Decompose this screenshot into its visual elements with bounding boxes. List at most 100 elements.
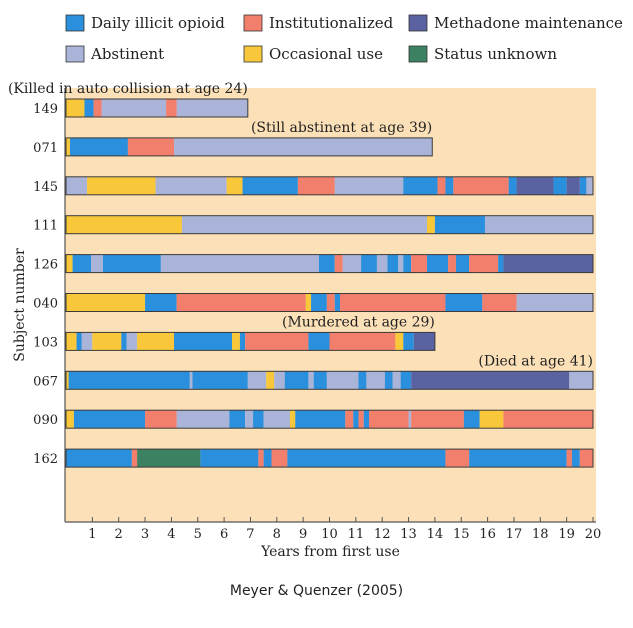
x-tick-label-16: 16 xyxy=(479,527,496,542)
segment-090-11 xyxy=(353,410,359,429)
segment-067-0 xyxy=(66,371,69,390)
legend-swatch-daily-illicit-opioid xyxy=(65,14,85,32)
x-tick-label-2: 2 xyxy=(115,527,123,542)
segment-067-11 xyxy=(358,371,367,390)
x-axis-title: Years from first use xyxy=(260,544,400,560)
x-tick-label-14: 14 xyxy=(427,527,444,542)
segment-126-6 xyxy=(334,254,343,273)
segment-145-3 xyxy=(226,176,243,195)
segment-111-0 xyxy=(66,215,182,234)
x-tick-label-8: 8 xyxy=(273,527,281,542)
segment-040-9 xyxy=(482,293,517,312)
bar-outline-090 xyxy=(65,409,594,429)
segment-162-8 xyxy=(445,449,470,468)
segment-103-2 xyxy=(81,332,93,351)
segment-067-17 xyxy=(569,371,593,390)
segment-103-5 xyxy=(126,332,138,351)
subject-label-162: 162 xyxy=(33,452,58,467)
segment-067-16 xyxy=(411,371,570,390)
segment-145-10 xyxy=(453,176,509,195)
segment-126-17 xyxy=(469,254,499,273)
segment-103-15 xyxy=(413,332,435,351)
segment-103-12 xyxy=(329,332,396,351)
segment-145-0 xyxy=(66,176,88,195)
x-tick-label-19: 19 xyxy=(558,527,575,542)
segment-162-2 xyxy=(137,449,201,468)
annotation-149: (Killed in auto collision at age 24) xyxy=(8,81,248,97)
x-tick-label-17: 17 xyxy=(506,527,523,542)
segment-103-8 xyxy=(232,332,240,351)
segment-162-3 xyxy=(200,449,259,468)
segment-126-7 xyxy=(342,254,362,273)
segment-126-5 xyxy=(318,254,335,273)
bar-outline-111 xyxy=(65,215,594,235)
segment-145-5 xyxy=(297,176,335,195)
segment-162-0 xyxy=(66,449,132,468)
annotation-067: (Died at age 41) xyxy=(478,353,593,369)
segment-126-1 xyxy=(72,254,92,273)
segment-145-6 xyxy=(334,176,404,195)
segment-162-1 xyxy=(131,449,138,468)
segment-126-8 xyxy=(361,254,377,273)
subject-label-145: 145 xyxy=(33,180,58,195)
segment-090-10 xyxy=(345,410,354,429)
segment-071-0 xyxy=(66,137,70,156)
x-tick-label-3: 3 xyxy=(141,527,149,542)
segment-149-2 xyxy=(93,99,102,117)
segment-145-11 xyxy=(508,176,517,195)
segment-090-6 xyxy=(253,410,264,429)
x-tick-label-11: 11 xyxy=(348,527,365,542)
x-tick-label-5: 5 xyxy=(194,527,202,542)
segment-067-7 xyxy=(284,371,309,390)
subject-label-111: 111 xyxy=(33,219,58,234)
annotation-071: (Still abstinent at age 39) xyxy=(251,120,432,136)
segment-103-3 xyxy=(92,332,122,351)
segment-111-3 xyxy=(434,215,485,234)
segment-145-15 xyxy=(579,176,587,195)
segment-145-2 xyxy=(155,176,227,195)
segment-090-0 xyxy=(66,410,74,429)
segment-090-13 xyxy=(363,410,370,429)
chart-credit: Meyer & Quenzer (2005) xyxy=(229,583,404,599)
segment-162-9 xyxy=(469,449,567,468)
segment-126-19 xyxy=(503,254,593,273)
segment-090-12 xyxy=(358,410,364,429)
segment-149-5 xyxy=(176,99,248,117)
segment-040-4 xyxy=(311,293,327,312)
segment-071-3 xyxy=(174,137,433,156)
segment-126-15 xyxy=(448,254,456,273)
segment-126-3 xyxy=(102,254,161,273)
segment-040-7 xyxy=(340,293,446,312)
subject-label-126: 126 xyxy=(33,258,58,273)
segment-103-6 xyxy=(137,332,175,351)
subject-label-103: 103 xyxy=(33,335,58,350)
subject-label-149: 149 xyxy=(33,102,58,117)
segment-067-12 xyxy=(366,371,385,390)
segment-040-0 xyxy=(66,293,146,312)
segment-067-9 xyxy=(313,371,327,390)
segment-090-17 xyxy=(463,410,480,429)
legend-swatch-status-unknown xyxy=(408,45,428,63)
segment-090-8 xyxy=(289,410,296,429)
segment-126-10 xyxy=(387,254,399,273)
segment-040-1 xyxy=(145,293,177,312)
segment-145-7 xyxy=(403,176,438,195)
segment-126-4 xyxy=(160,254,319,273)
segment-067-14 xyxy=(392,371,401,390)
x-tick-label-12: 12 xyxy=(374,527,391,542)
segment-149-0 xyxy=(66,99,85,117)
segment-126-18 xyxy=(498,254,504,273)
segment-103-13 xyxy=(395,332,404,351)
bar-outline-149 xyxy=(65,98,249,118)
segment-103-11 xyxy=(308,332,330,351)
x-tick-label-15: 15 xyxy=(453,527,470,542)
bar-outline-162 xyxy=(65,448,594,468)
annotation-103: (Murdered at age 29) xyxy=(282,314,435,330)
segment-162-5 xyxy=(263,449,272,468)
segment-090-14 xyxy=(369,410,409,429)
segment-145-14 xyxy=(566,176,580,195)
segment-067-10 xyxy=(326,371,359,390)
segment-126-0 xyxy=(66,254,73,273)
segment-149-4 xyxy=(166,99,177,117)
subject-label-040: 040 xyxy=(33,297,58,312)
